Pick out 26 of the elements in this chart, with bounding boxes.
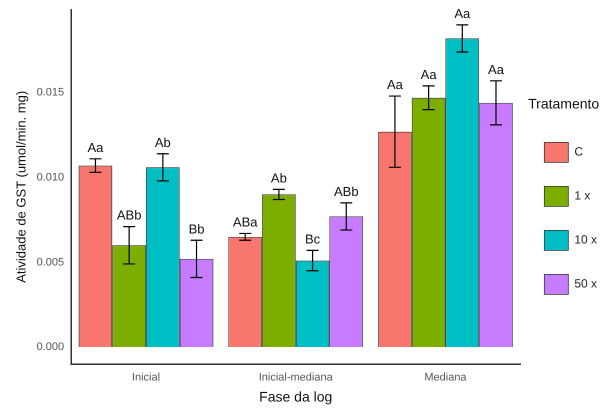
legend-label: 1 x bbox=[574, 188, 590, 203]
data-label: ABb bbox=[116, 208, 142, 223]
data-label: Bc bbox=[304, 231, 321, 246]
data-label: Aa bbox=[488, 62, 505, 77]
x-tick-label: Inicial bbox=[132, 372, 160, 384]
data-label: Ab bbox=[154, 134, 171, 150]
data-label: Ab bbox=[270, 170, 287, 186]
legend-label: 50 x bbox=[574, 276, 598, 291]
legend-label: C bbox=[574, 144, 584, 159]
data-label: Bb bbox=[188, 221, 204, 236]
y-tick-label: 0.005 bbox=[36, 256, 64, 268]
data-label: Aa bbox=[420, 66, 438, 82]
y-tick-label: 0.015 bbox=[36, 86, 64, 99]
legend-title: Tratamento bbox=[528, 95, 600, 112]
y-tick-label: 0.000 bbox=[36, 341, 64, 354]
data-label: ABa bbox=[232, 214, 258, 230]
data-label: ABb bbox=[334, 184, 359, 199]
legend-label: 10 x bbox=[574, 232, 598, 247]
x-tick-label: Inicial-mediana bbox=[258, 372, 334, 384]
y-tick-label: 0.010 bbox=[36, 172, 64, 184]
x-tick-label: Mediana bbox=[424, 372, 468, 384]
data-label: Aa bbox=[386, 77, 404, 92]
data-label: Aa bbox=[88, 140, 104, 155]
y-axis-title: Atividade de GST (umol/min. mg) bbox=[13, 90, 28, 283]
x-axis-title: Fase da log bbox=[259, 388, 332, 404]
data-label: Aa bbox=[454, 6, 472, 21]
